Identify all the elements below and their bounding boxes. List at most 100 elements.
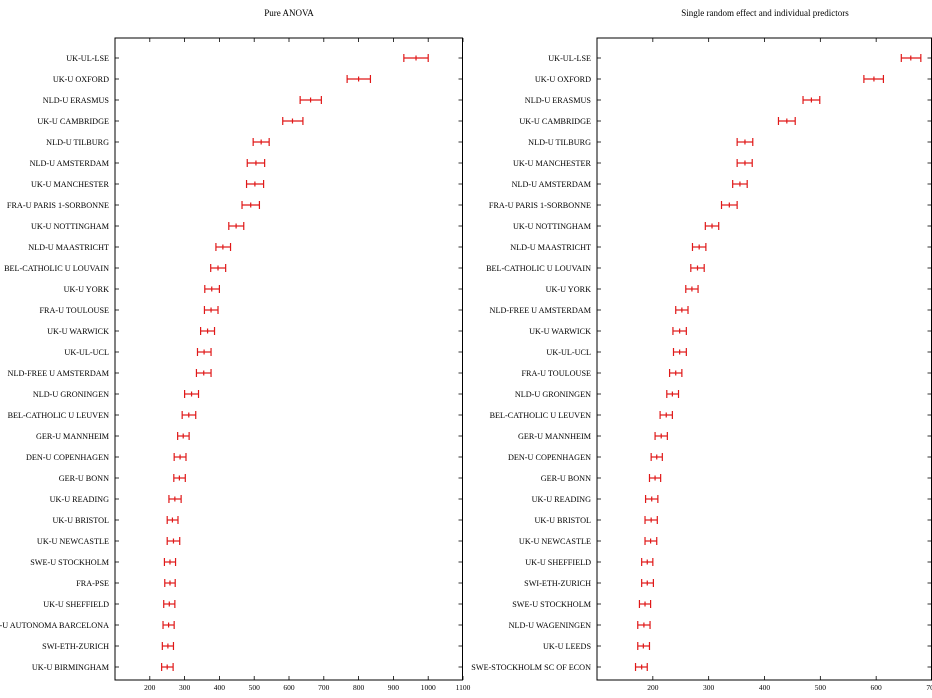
category-label: GER-U BONN [541,474,591,483]
category-label: UK-U NEWCASTLE [519,537,591,546]
category-label: FRA-U TOULOUSE [39,306,109,315]
error-bar [163,600,176,608]
error-bar [200,327,216,335]
error-bar [638,600,652,608]
chart-panel-2: Single random effect and individual pred… [471,8,932,692]
error-bar [637,642,651,650]
category-label: NLD-U MAASTRICHT [510,243,591,252]
category-label: UK-U SHEFFIELD [525,558,591,567]
error-bar [168,495,182,503]
category-label: GER-U BONN [59,474,109,483]
error-bar [210,264,227,272]
category-label: UK-U NOTTINGHAM [31,222,110,231]
error-bar [672,327,687,335]
category-label: UK-U YORK [546,285,591,294]
x-tick-label: 500 [249,683,261,692]
error-bar [164,579,176,587]
category-label: FRA-PSE [76,579,109,588]
x-tick-label: 200 [647,683,659,692]
error-bar [282,117,304,125]
error-bar [720,201,738,209]
category-label: UK-U OXFORD [535,75,591,84]
error-bar [204,285,220,293]
error-bar [691,243,707,251]
category-label: UK-U CAMBRIDGE [37,117,109,126]
x-tick-label: 400 [759,683,771,692]
error-bar [252,138,270,146]
category-label: UK-UL-LSE [66,54,109,63]
error-bar [732,180,748,188]
error-bar [690,264,705,272]
error-bar [654,432,668,440]
category-label: GER-U MANNHEIM [36,432,110,441]
category-label: NLD-U TILBURG [46,138,109,147]
category-label: UK-U OXFORD [53,75,109,84]
category-label: UK-U CAMBRIDGE [519,117,591,126]
error-bar [634,663,648,671]
category-label: FRA-U PARIS 1-SORBONNE [489,201,591,210]
category-label: UK-UL-UCL [546,348,591,357]
error-bar [246,159,266,167]
category-label: UK-U BRISTOL [535,516,591,525]
category-label: BEL-CATHOLIC U LOUVAIN [486,264,591,273]
error-bar [162,621,175,629]
error-bar [644,516,658,524]
error-bar [161,642,175,650]
category-label: DEN-U COPENHAGEN [508,453,591,462]
category-label: UK-UL-UCL [64,348,109,357]
category-label: NLD-U AMSTERDAM [512,180,592,189]
category-label: UK-U NEWCASTLE [37,537,109,546]
chart-title: Pure ANOVA [264,8,314,18]
error-bar [228,222,245,230]
category-label: NLD-U GRONINGEN [515,390,591,399]
category-label: GER-U MANNHEIM [518,432,592,441]
category-label: FRA-U PARIS 1-SORBONNE [7,201,109,210]
category-label: UK-UL-LSE [548,54,591,63]
error-bar [644,537,658,545]
category-label: FRA-U TOULOUSE [521,369,591,378]
error-bar [161,663,174,671]
error-bar [777,117,796,125]
error-bar [650,453,663,461]
error-bar [215,243,232,251]
category-label: UK-U WARWICK [529,327,591,336]
error-bar [736,159,753,167]
error-bar [704,222,720,230]
category-label: BEL-CATHOLIC U LEUVEN [8,411,110,420]
error-bar [203,306,219,314]
category-label: NLD-FREE U AMSTERDAM [8,369,110,378]
error-bar [184,390,200,398]
x-tick-label: 300 [179,683,191,692]
error-bar [241,201,261,209]
error-bar [685,285,699,293]
error-bar [181,411,197,419]
category-label: SWE-STOCKHOLM SC OF ECON [471,663,591,672]
category-label: UK-U SHEFFIELD [43,600,109,609]
category-label: BEL-CATHOLIC U LOUVAIN [4,264,109,273]
category-label: UK-U YORK [64,285,109,294]
chart-panel-1: Pure ANOVA 200 300 400 500 600 700 800 900 1000 11… [0,8,471,692]
error-bar [403,54,429,62]
category-label: NLD-FREE U AMSTERDAM [490,306,592,315]
category-label: UK-U BIRMINGHAM [32,663,110,672]
category-label: SWI-ETH-ZURICH [42,642,109,651]
error-bar [659,411,673,419]
x-tick-label: 700 [926,683,932,692]
error-bar [641,579,654,587]
category-label: NLD-U ERASMUS [525,96,592,105]
error-bar [672,348,687,356]
category-label: DEN-U COPENHAGEN [26,453,109,462]
category-label: BEL-CATHOLIC U LEUVEN [490,411,592,420]
error-bar [675,306,689,314]
x-tick-label: 700 [318,683,330,692]
error-bar [173,453,187,461]
error-bar [668,369,683,377]
category-label: UK-U LEEDS [543,642,591,651]
category-label: SWE-U STOCKHOLM [512,600,591,609]
category-label: NLD-U GRONINGEN [33,390,109,399]
error-bar [637,621,651,629]
category-label: UK-U BRISTOL [53,516,109,525]
error-bar [245,180,265,188]
category-label: NLD-U MAASTRICHT [28,243,109,252]
category-label: SWE-U STOCKHOLM [30,558,109,567]
